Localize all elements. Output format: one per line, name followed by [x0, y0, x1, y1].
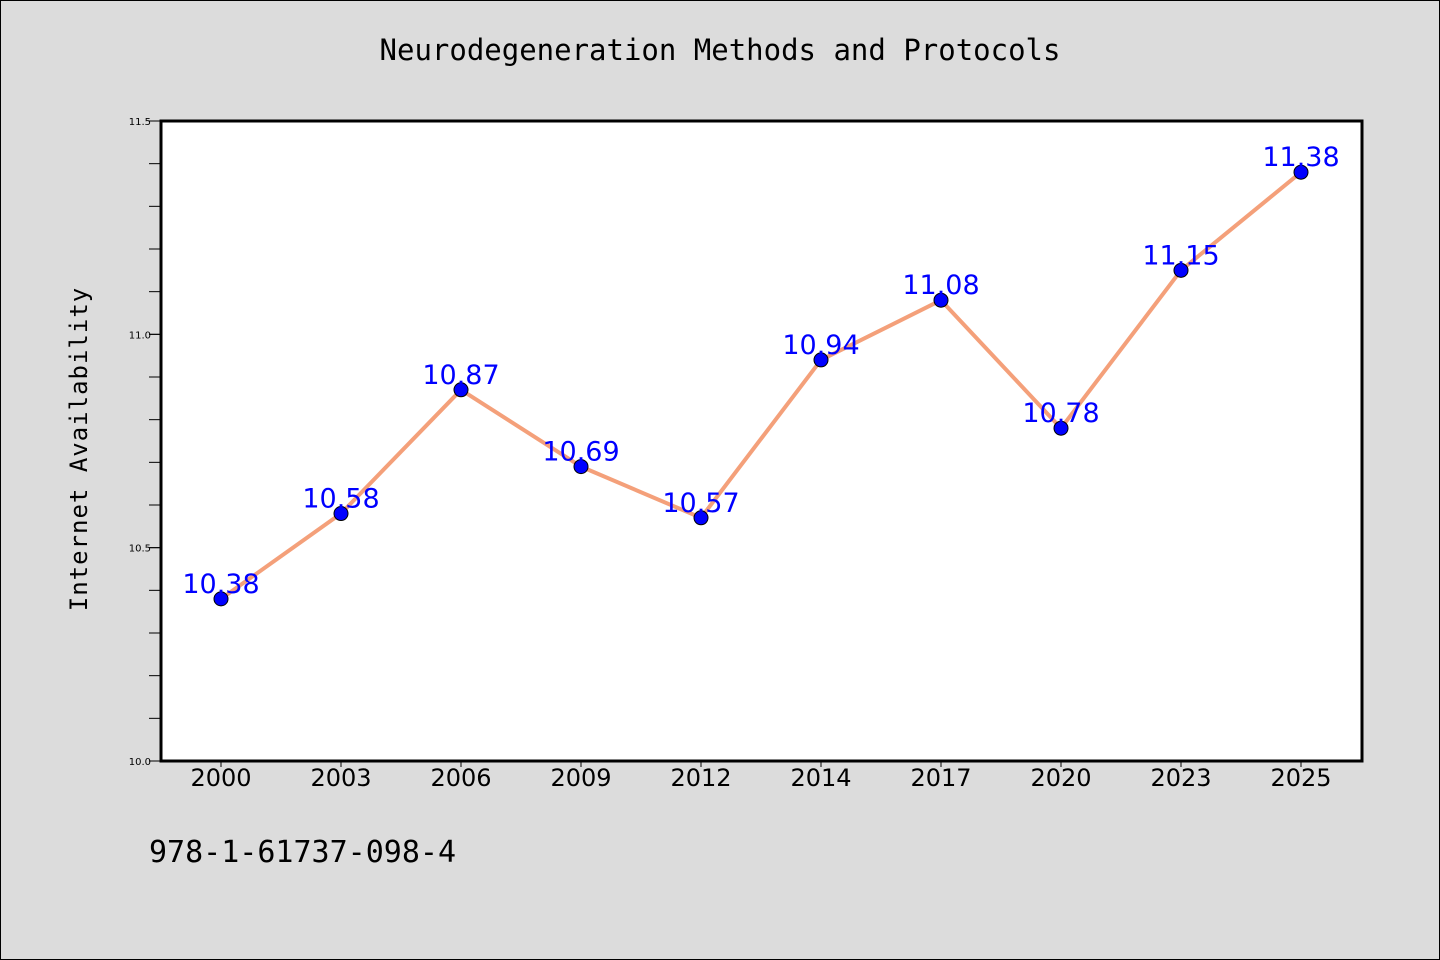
x-tick-label: 2017	[910, 764, 971, 792]
data-point	[1173, 262, 1189, 278]
x-tick-label: 2012	[670, 764, 731, 792]
y-tick-label: 11.0	[129, 330, 151, 341]
data-label: 10.38	[182, 569, 259, 600]
data-label: 10.94	[782, 330, 859, 361]
isbn-annotation: 978-1-61737-098-4	[149, 835, 457, 870]
x-tick-label: 2009	[550, 764, 611, 792]
data-point	[693, 510, 709, 526]
data-point	[333, 506, 349, 522]
data-point	[453, 382, 469, 398]
data-label: 10.87	[422, 360, 499, 391]
series-line	[219, 170, 1303, 601]
x-tick-label: 2025	[1270, 764, 1331, 792]
x-tick-label: 2014	[790, 764, 851, 792]
data-point	[1053, 420, 1069, 436]
data-label: 10.58	[302, 484, 379, 515]
data-label: 10.57	[662, 488, 739, 519]
data-label: 11.38	[1262, 142, 1339, 173]
y-tick-label: 11.5	[129, 117, 151, 128]
y-tick-label: 10.5	[129, 544, 151, 555]
data-label: 10.69	[542, 437, 619, 468]
x-tick-label: 2020	[1030, 764, 1091, 792]
data-label: 11.15	[1142, 240, 1219, 271]
chart-title: Neurodegeneration Methods and Protocols	[379, 33, 1061, 67]
x-tick-label: 2006	[430, 764, 491, 792]
data-point	[573, 459, 589, 475]
data-point	[933, 292, 949, 308]
data-point	[813, 352, 829, 368]
data-point	[1293, 164, 1309, 180]
y-tick-label: 10.0	[129, 757, 151, 768]
x-tick-label: 2023	[1150, 764, 1211, 792]
x-tick-label: 2003	[310, 764, 371, 792]
x-tick-label: 2000	[190, 764, 251, 792]
data-label: 10.78	[1022, 398, 1099, 429]
data-point	[213, 591, 229, 607]
data-label: 11.08	[902, 270, 979, 301]
